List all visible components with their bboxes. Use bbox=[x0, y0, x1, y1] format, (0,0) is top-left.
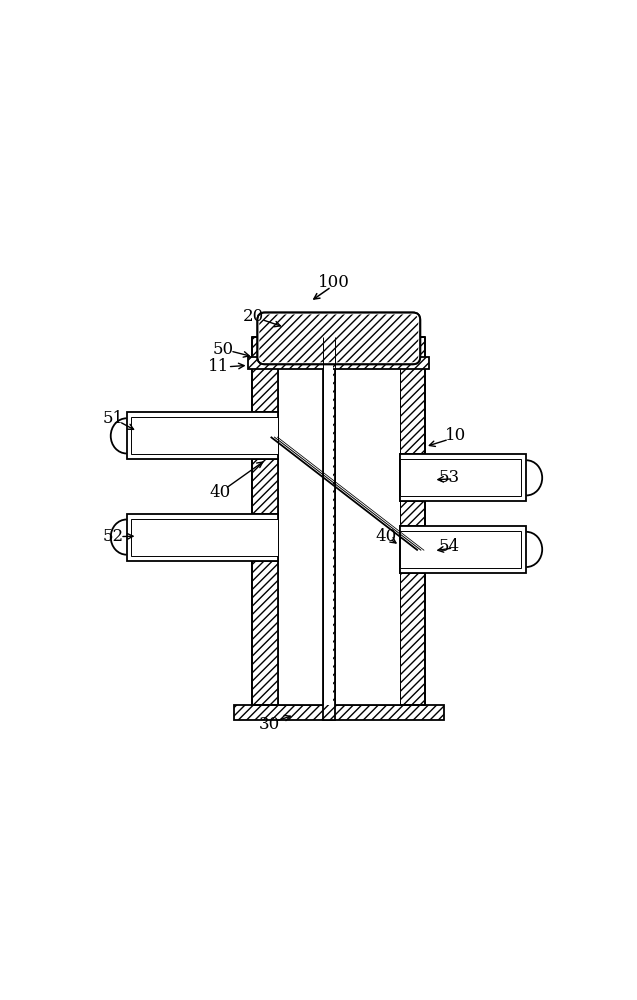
Bar bbox=[252, 337, 278, 705]
Text: 52: 52 bbox=[103, 528, 124, 545]
Text: 100: 100 bbox=[318, 274, 350, 291]
Bar bbox=[252, 514, 278, 561]
Text: 30: 30 bbox=[259, 716, 280, 733]
Text: 40: 40 bbox=[375, 528, 396, 545]
Bar bbox=[234, 705, 444, 720]
Bar bbox=[127, 514, 278, 561]
Bar bbox=[252, 412, 278, 459]
Bar bbox=[322, 337, 335, 720]
FancyBboxPatch shape bbox=[257, 312, 420, 364]
Bar bbox=[324, 337, 333, 705]
Bar bbox=[399, 526, 526, 573]
Bar bbox=[131, 417, 278, 454]
Bar bbox=[399, 454, 426, 501]
Text: 51: 51 bbox=[103, 410, 124, 427]
Bar bbox=[399, 454, 526, 501]
Bar bbox=[127, 412, 278, 459]
Text: 54: 54 bbox=[439, 538, 460, 555]
Bar bbox=[335, 337, 399, 705]
Text: 50: 50 bbox=[212, 341, 233, 358]
Text: 10: 10 bbox=[445, 427, 466, 444]
Bar bbox=[399, 459, 522, 496]
Text: 11: 11 bbox=[208, 358, 229, 375]
Text: 40: 40 bbox=[210, 484, 231, 501]
Bar bbox=[131, 519, 278, 556]
Bar bbox=[399, 337, 426, 705]
Text: 53: 53 bbox=[439, 469, 460, 486]
Bar bbox=[399, 531, 522, 568]
Bar bbox=[248, 357, 429, 369]
Text: 20: 20 bbox=[243, 308, 264, 325]
Bar bbox=[278, 337, 322, 705]
Bar bbox=[399, 526, 426, 573]
